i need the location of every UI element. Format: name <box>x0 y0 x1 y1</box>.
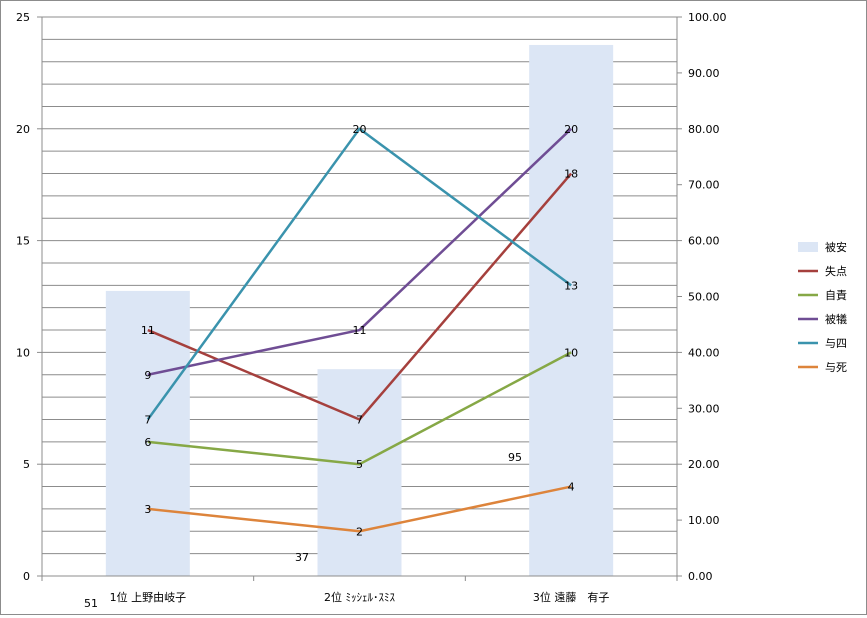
line-series <box>146 127 573 533</box>
category-label: 2位 ﾐｯｼｪﾙ･ｽﾐｽ <box>324 590 395 604</box>
legend-label: 被犠 <box>825 312 847 326</box>
line-data-label: 7 <box>356 413 363 426</box>
line-data-label: 6 <box>144 436 151 449</box>
right-tick-label: 50.00 <box>688 291 720 304</box>
line-data-label: 5 <box>356 458 363 471</box>
right-tick-label: 80.00 <box>688 123 720 136</box>
right-tick-label: 20.00 <box>688 458 720 471</box>
line-data-label: 10 <box>564 346 578 359</box>
line-data-label: 20 <box>564 123 578 136</box>
legend-label: 与四 <box>825 337 847 350</box>
line-data-label: 20 <box>353 123 367 136</box>
line-data-label: 4 <box>568 481 575 494</box>
right-tick-label: 100.00 <box>688 11 727 24</box>
left-tick-label: 10 <box>16 346 30 359</box>
series-line-4 <box>146 127 572 421</box>
legend-swatch <box>798 242 818 252</box>
left-tick-label: 25 <box>16 11 30 24</box>
line-data-label: 3 <box>144 503 151 516</box>
line-data-label: 13 <box>564 279 578 292</box>
series-line-5 <box>147 485 572 533</box>
axes: 05101520250.0010.0020.0030.0040.0050.006… <box>16 11 727 604</box>
series-line-3 <box>147 127 573 376</box>
legend-label: 自責 <box>825 288 847 302</box>
line-data-label: 11 <box>353 324 367 337</box>
line-data-label: 18 <box>564 168 578 181</box>
category-label: 1位 上野由岐子 <box>110 590 187 604</box>
legend-label: 与死 <box>825 361 847 374</box>
right-tick-label: 30.00 <box>688 402 720 415</box>
legend-label: 被安 <box>825 240 847 254</box>
line-data-label: 11 <box>141 324 155 337</box>
right-tick-label: 40.00 <box>688 346 720 359</box>
right-tick-label: 90.00 <box>688 67 720 80</box>
left-tick-label: 5 <box>23 458 30 471</box>
bar-2 <box>317 369 402 576</box>
left-tick-label: 0 <box>23 570 30 583</box>
right-tick-label: 70.00 <box>688 179 720 192</box>
bar-data-label: 37 <box>295 551 309 564</box>
bar-1 <box>105 290 190 576</box>
right-tick-label: 60.00 <box>688 235 720 248</box>
legend-label: 失点 <box>825 265 847 278</box>
line-data-label: 2 <box>356 525 363 538</box>
right-tick-label: 10.00 <box>688 514 720 527</box>
line-data-label: 9 <box>144 369 151 382</box>
bar-data-label: 51 <box>84 597 98 610</box>
left-tick-label: 20 <box>16 123 30 136</box>
data-labels: 11 7 18 6 5 10 9 11 20 7 20 13 3 2 4 51 37 95 <box>84 123 578 610</box>
right-tick-label: 0.00 <box>688 570 713 583</box>
left-tick-label: 15 <box>16 235 30 248</box>
bar-series <box>105 44 614 576</box>
line-data-label: 7 <box>144 413 151 426</box>
category-label: 3位 遠藤 有子 <box>533 590 610 604</box>
bar-data-label: 95 <box>508 451 522 464</box>
series-line-2 <box>147 351 572 466</box>
